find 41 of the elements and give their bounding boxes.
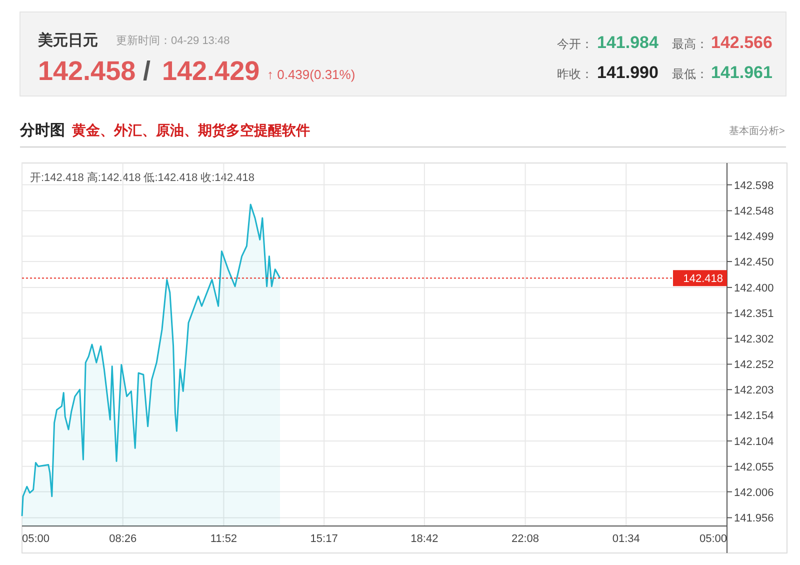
x-tick-label: 18:42 [410,533,438,545]
text: 142.566 [711,33,772,52]
text: 141.961 [711,63,772,82]
text: 昨收： [557,67,593,81]
text: 141.990 [597,63,658,82]
text: 今开： [557,37,593,51]
y-tick-label: 142.055 [734,461,774,474]
y-tick-label: 142.302 [734,333,774,346]
x-tick-label: 05:00 [699,533,727,545]
y-tick-label: 142.252 [734,359,774,372]
text: 142.458 [38,56,136,86]
y-tick-label: 142.548 [734,206,774,218]
text: ↑ 0.439(0.31%) [267,67,356,82]
text: 最高： [672,37,708,51]
y-tick-label: 142.400 [734,282,774,294]
x-tick-label: 11:52 [210,533,238,545]
chart-title: 美元日元 [37,31,98,49]
text: 黄金、外汇、原油、期货多空提醒软件 [71,122,310,138]
y-tick-label: 142.104 [734,436,774,448]
y-tick-label: 141.956 [734,512,774,525]
text: 最低： [672,67,708,81]
y-tick-label: 142.450 [734,256,774,269]
chart-subtitle: 更新时间：04-29 13:48 [116,34,230,47]
y-tick-label: 142.203 [734,384,774,397]
y-tick-label: 142.598 [734,180,774,192]
annotation: 开:142.418 高:142.418 低:142.418 收:142.418 [30,171,254,184]
y-tick-label: 142.006 [734,486,774,499]
text: 142.429 [162,56,260,86]
y-tick-label: 142.351 [734,308,774,320]
x-tick-label: 22:08 [512,533,540,545]
text: 分时图 [19,122,65,139]
text: 141.984 [597,33,659,52]
x-tick-label: 05:00 [22,533,50,545]
x-tick-label: 15:17 [310,533,338,545]
text: / [143,56,151,86]
y-tick-label: 142.499 [734,231,774,244]
x-tick-label: 01:34 [612,533,640,545]
x-tick-label: 08:26 [109,533,137,545]
y-tick-label: 142.154 [734,410,774,422]
ref-line-label: 142.418 [683,273,723,286]
text: 基本面分析> [729,125,785,137]
